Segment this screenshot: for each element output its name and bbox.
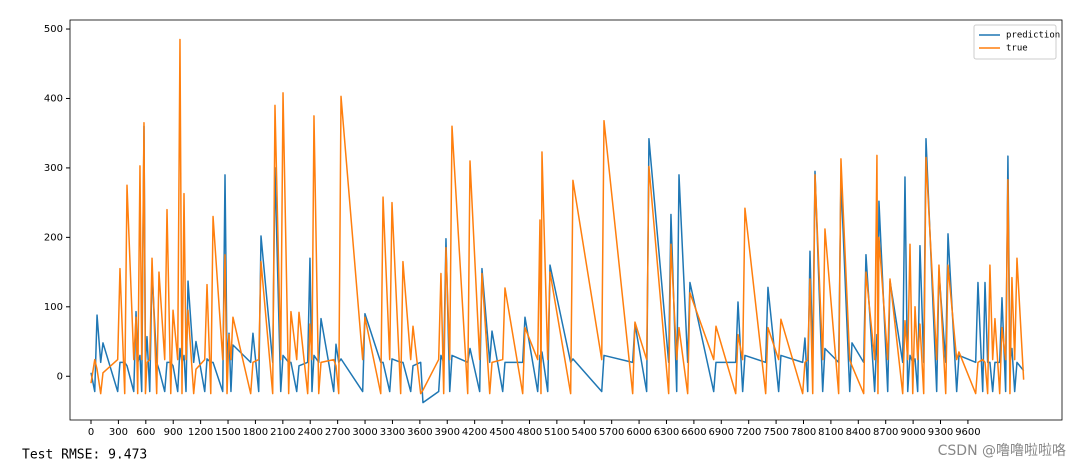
y-tick-label: 100 <box>44 302 63 313</box>
plot-frame <box>69 19 1063 421</box>
x-tick-label: 1500 <box>215 427 240 438</box>
x-tick-label: 3000 <box>352 427 377 438</box>
x-tick-label: 6600 <box>681 427 706 438</box>
x-tick-label: 6900 <box>709 427 734 438</box>
x-tick-label: 300 <box>109 427 128 438</box>
x-tick-label: 3600 <box>407 427 432 438</box>
line-series <box>90 125 1025 404</box>
x-tick-label: 7800 <box>791 427 816 438</box>
x-tick-label: 3900 <box>435 427 460 438</box>
x-tick-label: 5400 <box>572 427 597 438</box>
x-tick-label: 1800 <box>243 427 268 438</box>
x-tick-label: 7500 <box>763 427 788 438</box>
x-tick-label: 9300 <box>928 427 953 438</box>
x-tick-label: 3300 <box>380 427 405 438</box>
x-tick-label: 2100 <box>270 427 295 438</box>
x-tick-label: 0 <box>88 427 94 438</box>
y-tick-label: 400 <box>44 93 63 104</box>
x-tick-label: 9600 <box>955 427 980 438</box>
x-tick-label: 6000 <box>626 427 651 438</box>
x-tick-label: 2400 <box>298 427 323 438</box>
x-tick-label: 5100 <box>544 427 569 438</box>
x-tick-label: 8700 <box>873 427 898 438</box>
x-tick-label: 600 <box>136 427 155 438</box>
x-tick-label: 4200 <box>462 427 487 438</box>
legend-box <box>973 24 1057 60</box>
y-tick-label: 300 <box>44 163 63 174</box>
y-tick-label: 0 <box>57 371 63 382</box>
x-tick-label: 5700 <box>599 427 624 438</box>
annotation: Test RMSE: 9.473 <box>22 448 147 463</box>
x-tick-label: 4500 <box>489 427 514 438</box>
line-series <box>90 38 1025 395</box>
x-tick-label: 8100 <box>818 427 843 438</box>
watermark: CSDN @噜噜啦啦咯 <box>938 442 1066 459</box>
x-tick-label: 4800 <box>517 427 542 438</box>
legend-label: prediction <box>1006 31 1060 41</box>
y-tick-label: 200 <box>44 232 63 243</box>
x-tick-label: 1200 <box>188 427 213 438</box>
x-tick-label: 900 <box>164 427 183 438</box>
x-tick-label: 7200 <box>736 427 761 438</box>
legend-label: true <box>1006 44 1028 54</box>
x-tick-label: 9000 <box>900 427 925 438</box>
x-tick-label: 2700 <box>325 427 350 438</box>
y-tick-label: 500 <box>44 24 63 35</box>
x-tick-label: 8400 <box>846 427 871 438</box>
x-tick-label: 6300 <box>654 427 679 438</box>
